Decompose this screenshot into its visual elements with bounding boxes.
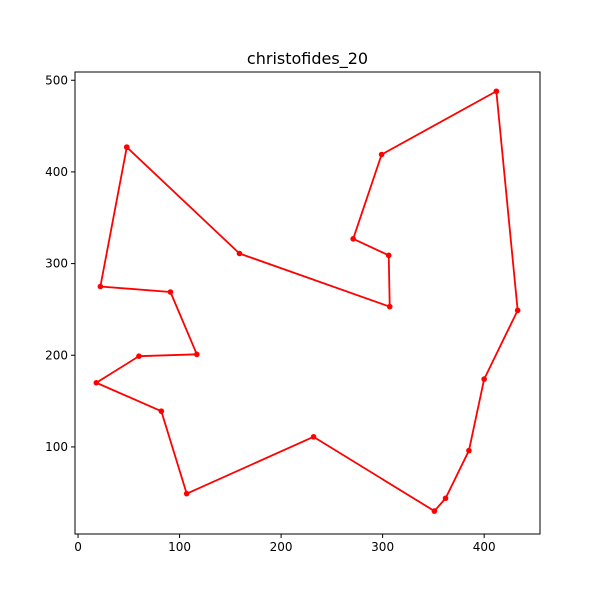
chart-title: christofides_20 bbox=[247, 49, 368, 69]
y-axis: 100 200 300 400 500 bbox=[45, 73, 75, 454]
y-tick-label: 300 bbox=[45, 257, 68, 271]
tour-point bbox=[466, 447, 472, 454]
y-tick-label: 500 bbox=[45, 73, 68, 87]
tour-point bbox=[378, 151, 385, 158]
tour-point bbox=[481, 376, 487, 382]
tour-point bbox=[350, 236, 356, 242]
tour-point bbox=[194, 351, 200, 358]
tour-point bbox=[385, 252, 392, 259]
tour-point bbox=[310, 434, 317, 440]
x-tick-label: 200 bbox=[270, 540, 293, 554]
x-tick-label: 400 bbox=[473, 540, 496, 554]
tour-point bbox=[431, 508, 438, 514]
tour-point bbox=[136, 353, 142, 359]
tour-point bbox=[493, 88, 500, 95]
tour-point bbox=[158, 408, 165, 414]
tour-point bbox=[514, 307, 521, 314]
x-tick-label: 100 bbox=[168, 540, 191, 554]
tour-point bbox=[167, 289, 174, 295]
tour-point bbox=[442, 495, 449, 502]
x-tick-label: 0 bbox=[74, 540, 82, 554]
plot-area bbox=[74, 71, 541, 535]
y-tick-label: 400 bbox=[45, 165, 68, 179]
tour-point bbox=[386, 303, 393, 310]
tour-point bbox=[123, 144, 130, 150]
tour-point bbox=[183, 490, 190, 497]
tour-point bbox=[236, 250, 243, 257]
x-axis: 0 100 200 300 400 bbox=[74, 534, 496, 554]
x-tick-label: 300 bbox=[371, 540, 394, 554]
tour-point bbox=[93, 379, 100, 386]
series-layer bbox=[93, 88, 521, 514]
tour-point bbox=[97, 283, 104, 290]
y-tick-label: 200 bbox=[45, 348, 68, 362]
y-tick-label: 100 bbox=[45, 440, 68, 454]
